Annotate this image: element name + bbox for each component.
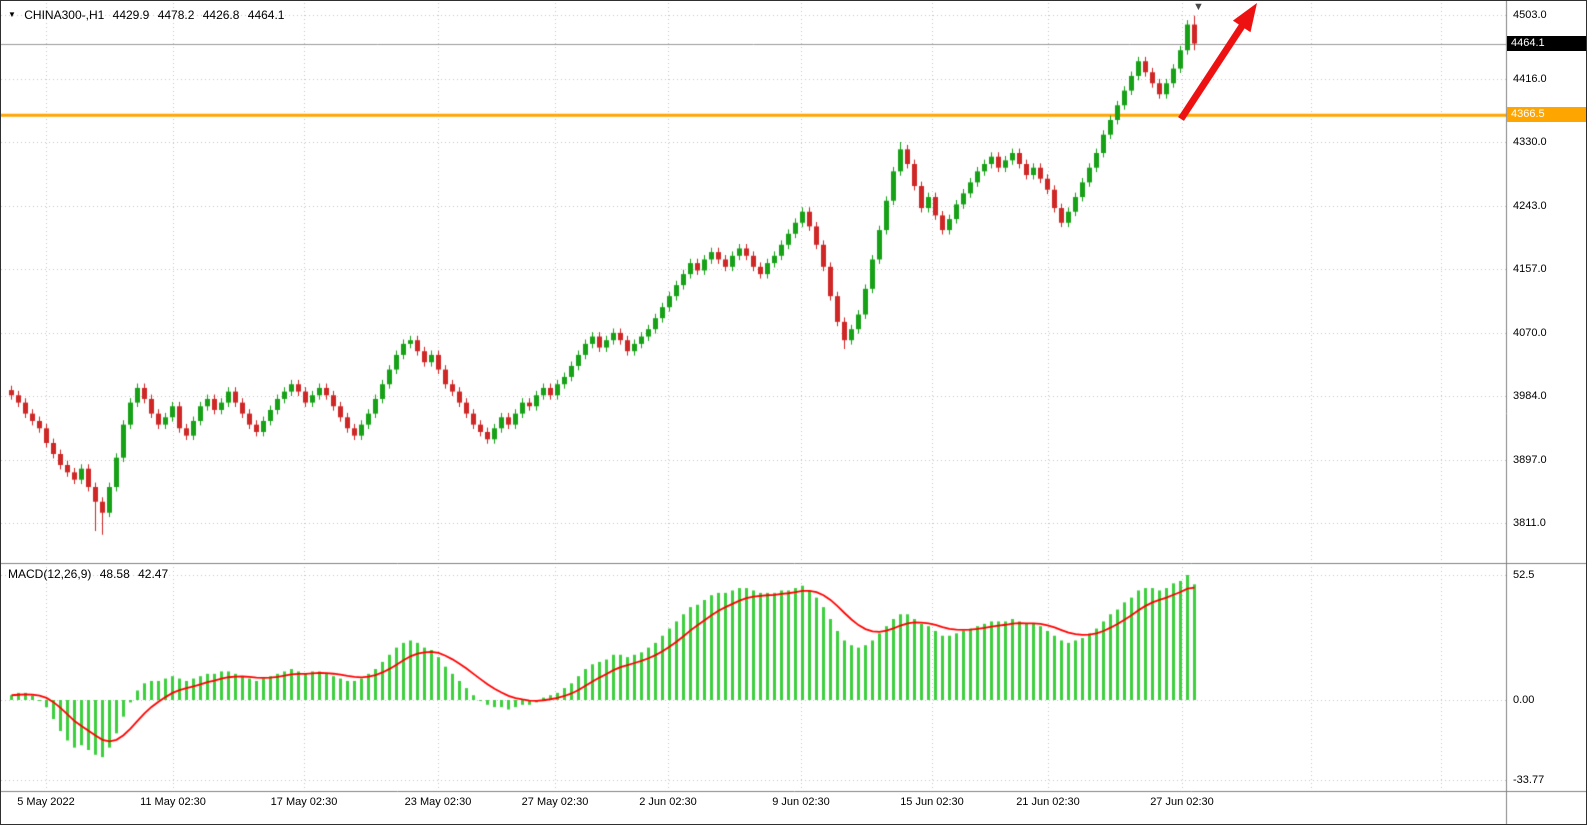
chart-title: ▼ CHINA300-,H1 4429.9 4478.2 4426.8 4464…	[8, 8, 289, 22]
time-axis-label: 17 May 02:30	[270, 796, 338, 808]
time-axis[interactable]: 5 May 2022 11 May 02:30 17 May 02:30 23 May…	[1, 791, 1506, 824]
price-tick-label: 3897.0	[1513, 454, 1547, 466]
macd-name-label: MACD(12,26,9)	[8, 567, 92, 581]
price-tick-label: 4330.0	[1513, 136, 1547, 148]
ohlc-open-value: 4429.9	[112, 8, 150, 22]
price-tick-label: 3811.0	[1513, 517, 1546, 529]
time-axis-label: 21 Jun 02:30	[1016, 796, 1080, 808]
time-axis-label: 27 May 02:30	[521, 796, 589, 808]
symbol-timeframe-label: CHINA300-,H1	[24, 8, 105, 22]
price-tick-label: 4503.0	[1513, 9, 1547, 21]
price-tick-label: 4157.0	[1513, 263, 1547, 275]
ohlc-low-value: 4426.8	[202, 8, 240, 22]
macd-indicator-label: MACD(12,26,9) 48.58 42.47	[8, 567, 173, 581]
current-price-tag: 4464.1	[1507, 36, 1586, 51]
macd-tick-label: 0.00	[1513, 694, 1535, 706]
ohlc-close-value: 4464.1	[247, 8, 285, 22]
time-axis-label: 11 May 02:30	[140, 796, 206, 808]
macd-signal-value: 42.47	[138, 567, 169, 581]
time-axis-label: 23 May 02:30	[404, 796, 472, 808]
macd-main-value: 48.58	[99, 567, 130, 581]
price-tick-label: 4416.0	[1513, 73, 1547, 85]
macd-tick-label: 52.5	[1513, 569, 1535, 581]
time-axis-label: 5 May 2022	[17, 796, 75, 808]
price-tick-label: 4070.0	[1513, 327, 1547, 339]
price-tick-label: 3984.0	[1513, 390, 1547, 402]
time-axis-label: 15 Jun 02:30	[900, 796, 964, 808]
price-axis[interactable]: 4503.0 4416.0 4330.0 4243.0 4157.0 4070.0 3984…	[1507, 1, 1586, 791]
price-tick-label: 4243.0	[1513, 200, 1547, 212]
marker-triangle-icon: ▼	[1193, 1, 1204, 13]
time-axis-label: 9 Jun 02:30	[772, 796, 830, 808]
symbol-dropdown-icon[interactable]: ▼	[8, 10, 16, 19]
ohlc-high-value: 4478.2	[157, 8, 195, 22]
time-axis-label: 2 Jun 02:30	[639, 796, 697, 808]
time-axis-label: 27 Jun 02:30	[1150, 796, 1214, 808]
macd-axis[interactable]: 52.5 0.00 -33.77	[1507, 1, 1586, 791]
orange-line-price-tag: 4366.5	[1507, 107, 1586, 122]
macd-tick-label: -33.77	[1513, 774, 1545, 786]
